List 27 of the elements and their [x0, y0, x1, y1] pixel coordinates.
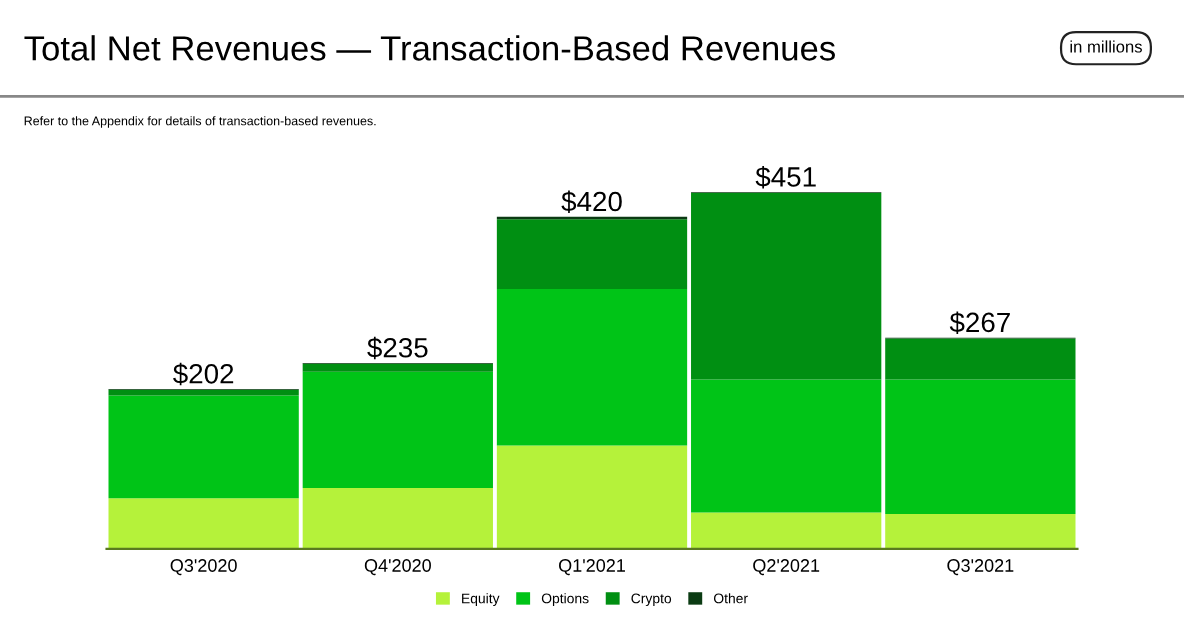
annotation: $267 [949, 311, 1010, 334]
bar [885, 338, 1076, 380]
x-tick-label: Q1'2021 [559, 559, 625, 576]
annotation: $235 [367, 336, 428, 360]
bar [496, 445, 688, 549]
bar [302, 363, 493, 372]
x-tick-label: Q3'2021 [947, 559, 1014, 576]
bar [691, 512, 882, 549]
annotation: $420 [561, 190, 622, 214]
bar [691, 379, 882, 513]
bar [302, 371, 493, 488]
x-tick-label: Q2'2021 [753, 559, 820, 576]
bar [108, 389, 299, 396]
bar [108, 395, 299, 499]
chart-title: Total Net Revenues — Transaction-Based Revenues [24, 35, 835, 61]
bar [691, 192, 882, 380]
annotation: $202 [173, 362, 234, 386]
bar [885, 379, 1076, 514]
text: in millions [1070, 40, 1142, 53]
annotation: $451 [755, 165, 816, 189]
bar [302, 487, 493, 549]
bar [108, 498, 299, 549]
x-tick-label: Q3'2020 [170, 559, 237, 576]
bar [496, 219, 688, 289]
x-tick-label: Q4'2020 [364, 559, 431, 576]
bar [885, 513, 1076, 549]
bar [496, 288, 688, 446]
